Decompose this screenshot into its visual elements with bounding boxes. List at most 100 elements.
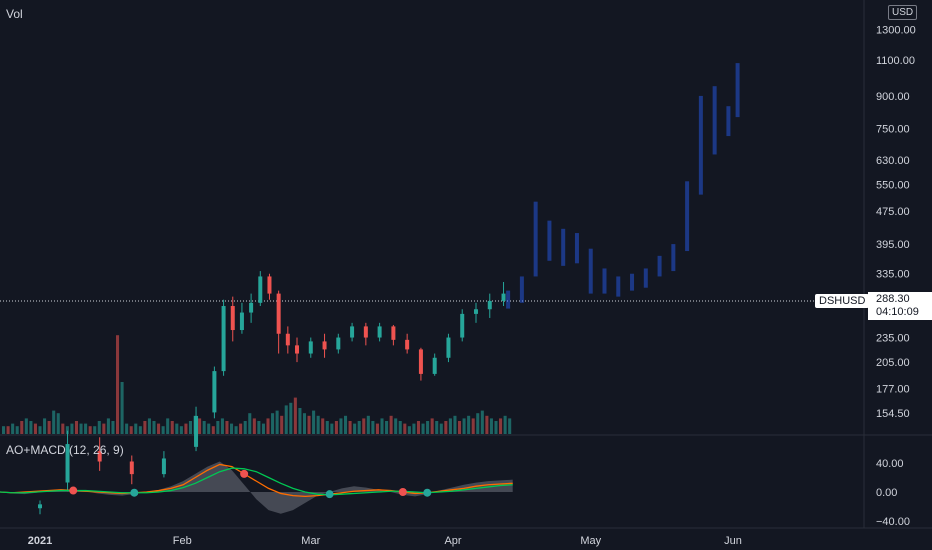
candle-body [308, 341, 313, 354]
candle-body [194, 415, 199, 447]
candle-body [350, 326, 355, 338]
volume-bar [129, 426, 133, 434]
volume-bar [11, 423, 15, 434]
volume-bar [229, 423, 234, 434]
volume-bar [125, 423, 129, 434]
volume-bar [33, 423, 37, 434]
volume-bar [302, 413, 307, 434]
price-tick-label: 1100.00 [876, 55, 915, 67]
indicator-axis[interactable]: 40.00 0.00 −40.00 [876, 458, 910, 528]
candle-body [129, 461, 134, 475]
crossover-marker [325, 490, 334, 499]
volume-bar [375, 423, 379, 434]
volume-bar [188, 421, 193, 434]
candle-body [501, 293, 506, 301]
projection-bar [685, 181, 690, 252]
candle-body [285, 333, 290, 346]
volume-bar [485, 415, 489, 434]
candle-body [230, 306, 235, 331]
projection-bar [506, 290, 511, 309]
price-axis[interactable]: 1300.00 1100.00 900.00 750.00 630.00 550.00 47… [876, 25, 916, 420]
volume-bar [494, 421, 498, 434]
volume-bar [416, 421, 421, 434]
volume-bar [499, 418, 503, 434]
time-tick-label: Mar [301, 535, 320, 547]
volume-bar [111, 421, 115, 434]
candle-body [363, 326, 368, 338]
volume-bar [503, 415, 507, 434]
volume-bar [385, 421, 389, 434]
volume-bar [184, 423, 188, 434]
volume-bar [467, 415, 471, 434]
volume-bar [211, 426, 215, 434]
candle-body [221, 306, 226, 372]
volume-bar [412, 423, 416, 434]
candle-body [336, 337, 341, 350]
volume-bar [421, 423, 425, 434]
volume-bar [266, 418, 270, 434]
candle-body [65, 444, 70, 483]
volume-bar [15, 426, 19, 434]
volume-bar [243, 421, 247, 434]
crossover-marker [130, 488, 139, 497]
volume-bar [61, 423, 65, 434]
projection-bar [547, 220, 552, 261]
crossover-marker [398, 488, 407, 496]
price-tick-label: 750.00 [876, 124, 910, 136]
price-tick-label: 550.00 [876, 180, 910, 192]
volume-bar [261, 423, 265, 434]
volume-bar [480, 410, 484, 434]
price-tick-label: 630.00 [876, 155, 910, 167]
time-tick-label: May [580, 535, 601, 547]
candle-body [391, 326, 396, 340]
candle-body [276, 293, 281, 334]
volume-bar [430, 418, 434, 434]
time-axis[interactable]: 2021 Feb Mar Apr May Jun [28, 535, 742, 547]
candle-body [38, 504, 42, 509]
volume-bar [161, 426, 165, 434]
volume-bar [471, 418, 475, 434]
volume-bar [147, 418, 151, 434]
candle-body [267, 276, 272, 294]
volume-bar [398, 421, 402, 434]
volume-bar [143, 421, 147, 434]
volume-bar [138, 426, 142, 434]
projection-bar [671, 244, 676, 272]
volume-bar [43, 418, 47, 434]
volume-bar [88, 426, 92, 434]
indicator-title[interactable]: AO+MACD (12, 26, 9) [6, 443, 124, 457]
volume-bar [289, 402, 293, 434]
last-price-value: 288.30 [876, 293, 910, 305]
volume-bar [489, 418, 493, 434]
volume-bar [134, 423, 138, 434]
candle-body [258, 276, 263, 303]
volume-bar [394, 418, 398, 434]
indicator-tick-label: 40.00 [876, 458, 904, 470]
projection-bar [735, 63, 740, 118]
candle-body [295, 345, 300, 354]
volume-bar [74, 421, 79, 434]
volume-bar [2, 426, 6, 434]
price-tick-label: 205.00 [876, 357, 910, 369]
price-tick-label: 1300.00 [876, 25, 916, 37]
candles [38, 271, 506, 515]
indicator-tick-label: −40.00 [876, 516, 910, 528]
currency-badge[interactable]: USD [888, 5, 918, 20]
volume-bar [234, 426, 238, 434]
volume-bar [275, 410, 279, 434]
candle-body [322, 341, 327, 350]
volume-bar [225, 421, 229, 434]
volume-bar [366, 415, 370, 434]
volume-bar [371, 421, 375, 434]
candle-body [473, 309, 478, 314]
volume-bar [20, 421, 24, 434]
volume-bar [312, 410, 316, 434]
volume-bar [166, 418, 170, 434]
volume-bar [56, 413, 60, 434]
time-tick-label: 2021 [28, 535, 52, 547]
volume-bar [257, 421, 261, 434]
indicator-lines [0, 461, 513, 514]
volume-bar [271, 413, 275, 434]
price-tick-label: 395.00 [876, 239, 910, 251]
